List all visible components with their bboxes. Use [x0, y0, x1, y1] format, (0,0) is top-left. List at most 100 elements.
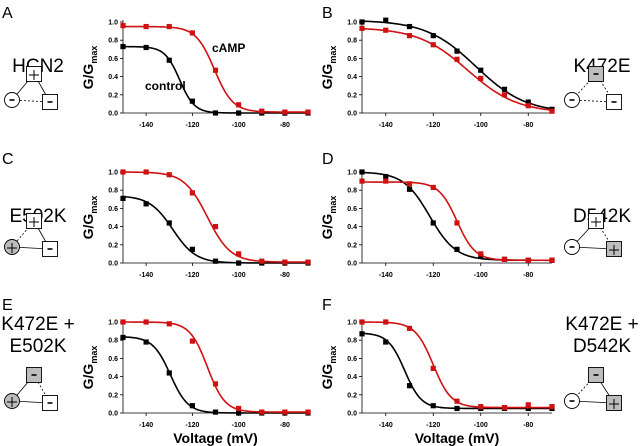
data-point-camp [305, 259, 311, 265]
y-axis-label-main: G/G [319, 64, 335, 90]
data-point-camp [525, 402, 531, 408]
data-point-control [525, 405, 531, 412]
data-point-control [454, 246, 460, 252]
data-point-control [454, 48, 460, 54]
panel-a: AHCN20.00.20.40.60.81.0-140-120-100-80G/… [2, 5, 311, 129]
y-tick-label: 0.6 [108, 206, 118, 213]
data-point-control [454, 405, 460, 412]
y-tick-label: 0.4 [347, 374, 357, 381]
y-axis-label-main: G/G [80, 364, 96, 390]
data-point-camp [166, 321, 172, 327]
data-point-camp [143, 23, 149, 30]
edge-left-right [571, 99, 615, 103]
x-tick-label: -120 [426, 122, 440, 129]
y-tick-label: 0.2 [108, 92, 118, 99]
data-point-camp [454, 56, 460, 62]
y-axis-label: G/Gmax [80, 46, 99, 90]
data-point-control [189, 403, 195, 409]
data-point-control [383, 17, 389, 23]
data-point-camp [383, 27, 389, 33]
fit-curve-camp [361, 27, 553, 111]
y-axis-label-main: G/G [80, 64, 96, 90]
data-point-control [143, 339, 149, 345]
y-tick-label: 0.4 [347, 224, 357, 231]
y-tick-label: 0.2 [347, 392, 357, 399]
data-point-camp [359, 319, 365, 325]
y-tick-label: 0.2 [108, 392, 118, 399]
data-point-control [120, 43, 126, 50]
fit-curve-camp [123, 321, 308, 413]
data-point-control [212, 110, 219, 116]
fit-curve-control [122, 336, 308, 414]
data-point-camp [189, 338, 195, 344]
data-point-control [236, 110, 242, 116]
y-axis-label: G/Gmax [80, 196, 99, 240]
data-point-camp [430, 184, 436, 191]
y-axis-label: G/Gmax [319, 346, 338, 390]
data-point-camp [478, 404, 484, 410]
x-tick-label: -100 [474, 422, 488, 429]
x-tick-label: -140 [379, 122, 393, 129]
y-tick-label: 1.0 [347, 320, 357, 327]
y-axis-label-sub: max [328, 46, 338, 64]
y-tick-label: 0.6 [347, 206, 357, 213]
data-point-control [359, 331, 365, 337]
data-point-control [236, 260, 242, 266]
data-point-control [430, 220, 436, 226]
charge-diagram [4, 213, 58, 257]
data-point-camp [525, 103, 531, 109]
x-tick-label: -140 [379, 422, 393, 429]
data-point-camp [383, 319, 389, 325]
data-point-control [359, 169, 365, 175]
data-point-camp [305, 109, 311, 115]
x-axis-label: Voltage (mV) [415, 430, 500, 446]
charge-diagram [4, 66, 58, 110]
y-tick-label: 1.0 [347, 20, 357, 27]
charge-diagram [564, 66, 622, 110]
y-tick-label: 1.0 [108, 320, 118, 327]
data-point-camp [406, 325, 413, 331]
data-point-control [406, 383, 413, 389]
data-point-camp [406, 181, 413, 187]
data-point-camp [189, 30, 195, 36]
y-tick-label: 0.6 [108, 356, 118, 363]
data-point-camp [430, 365, 436, 372]
x-tick-label: -140 [139, 422, 153, 429]
y-tick-label: 0.4 [108, 74, 118, 81]
x-tick-label: -80 [280, 122, 290, 129]
y-axis-label-sub: max [328, 346, 338, 364]
data-point-camp [359, 178, 365, 184]
annotation-camp: cAMP [212, 41, 245, 55]
x-tick-label: -140 [139, 122, 153, 129]
data-point-control [189, 98, 195, 104]
panel-f: F K472E +D542K 0.0 0.2 0.4 0.6 0.8 1.0 -140 -120 -… [319, 297, 639, 446]
data-point-camp [143, 169, 149, 175]
annotation-control: control [145, 79, 186, 93]
x-tick-label: -140 [139, 272, 153, 279]
panel-d: DD542K0.00.20.40.60.81.0-140-120-100-80G… [319, 151, 631, 279]
y-axis-label-main: G/G [80, 214, 96, 240]
charge-diagram [564, 367, 622, 411]
data-point-camp [359, 25, 365, 31]
data-point-control [383, 173, 389, 180]
data-point-camp [236, 102, 242, 108]
y-tick-label: 0.2 [347, 242, 357, 249]
x-tick-label: -120 [185, 272, 199, 279]
data-point-control [189, 246, 195, 252]
data-point-camp [166, 23, 172, 30]
x-tick-label: -80 [523, 422, 533, 429]
charge-diagram [564, 213, 622, 257]
data-point-camp [525, 257, 531, 263]
data-point-camp [454, 220, 460, 226]
y-tick-label: 0.0 [108, 411, 118, 418]
construct-label: D542K [573, 336, 631, 357]
data-point-camp [236, 251, 242, 257]
data-point-camp [549, 257, 555, 263]
data-point-control [501, 86, 508, 92]
y-axis-label: G/Gmax [80, 346, 99, 390]
data-point-camp [120, 319, 126, 325]
data-point-camp [305, 409, 311, 415]
data-point-control [212, 258, 219, 264]
y-tick-label: 0.0 [108, 111, 118, 118]
data-point-control [120, 334, 126, 341]
